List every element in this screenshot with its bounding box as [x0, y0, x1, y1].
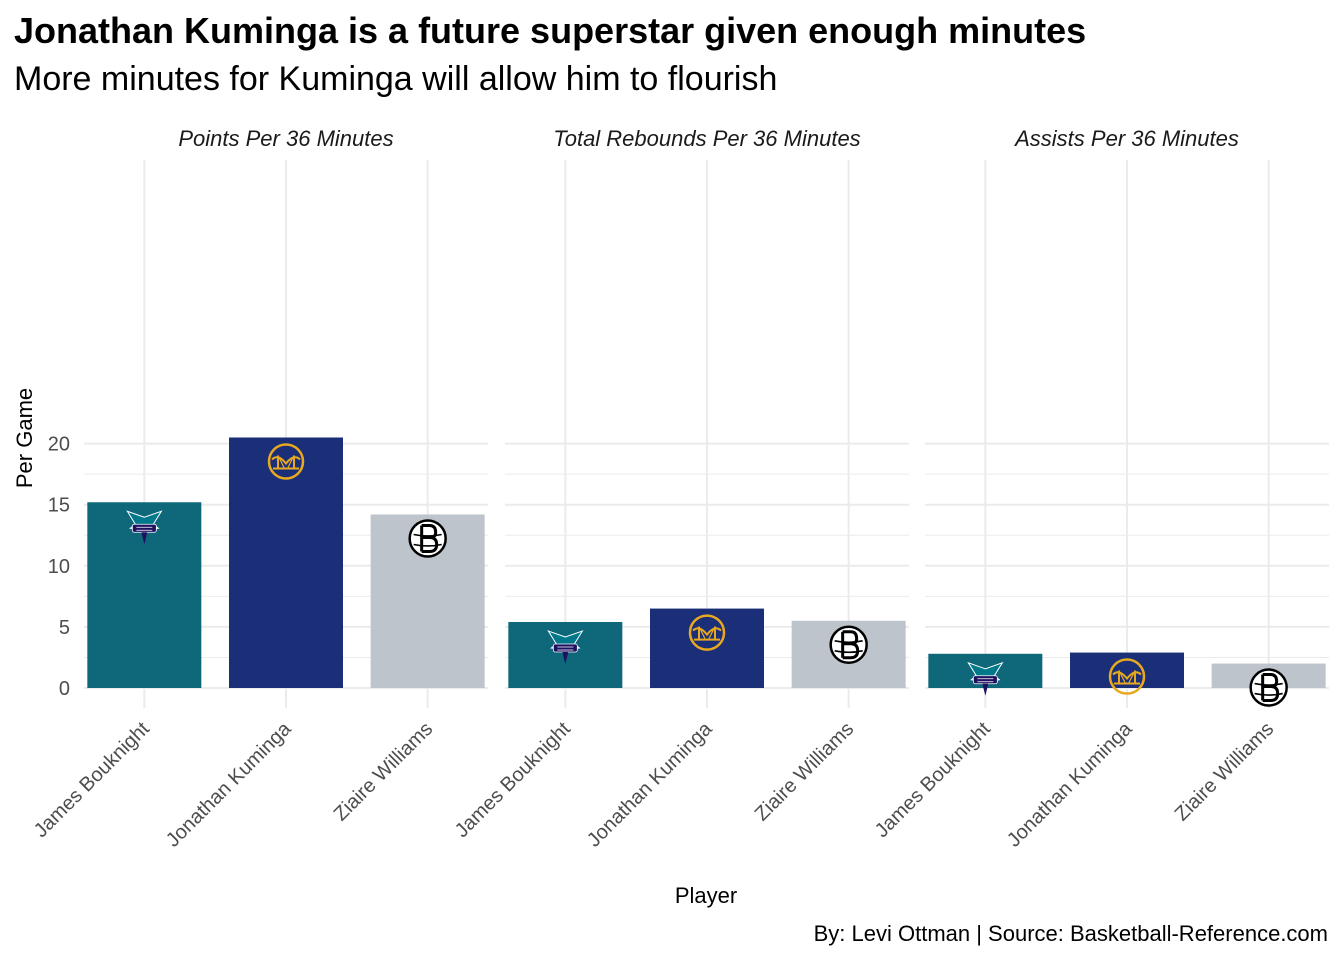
y-tick-label: 5 — [59, 617, 70, 639]
bar — [650, 608, 764, 688]
x-tick-label: Jonathan Kuminga — [583, 717, 717, 851]
x-axis-title: Player — [675, 883, 737, 908]
x-tick-label: James Bouknight — [451, 718, 575, 842]
x-tick-label: Ziaire Williams — [330, 718, 437, 825]
nets-logo — [829, 625, 868, 665]
facet-strip-label: Total Rebounds Per 36 Minutes — [553, 126, 860, 151]
warriors-logo — [267, 443, 305, 480]
nets-logo — [1249, 668, 1288, 707]
y-axis-title: Per Game — [12, 388, 37, 488]
y-tick-label: 0 — [59, 678, 70, 700]
x-tick-label: Jonathan Kuminga — [162, 717, 296, 851]
x-tick-label: James Bouknight — [871, 718, 995, 842]
hornets-logo — [967, 661, 1004, 696]
facet-strip-label: Points Per 36 Minutes — [178, 126, 393, 151]
warriors-logo — [688, 614, 726, 651]
facet-panel: Points Per 36 Minutes James Bouknight Jona… — [30, 126, 488, 851]
y-tick-label: 20 — [48, 434, 70, 456]
facet-panel: Total Rebounds Per 36 Minutes James Boukn… — [451, 126, 909, 851]
y-tick-label: 10 — [48, 556, 70, 578]
warriors-logo — [1108, 658, 1146, 695]
x-tick-label: Ziaire Williams — [751, 718, 858, 825]
x-tick-label: Ziaire Williams — [1171, 718, 1278, 825]
bar — [229, 437, 343, 688]
chart-subtitle: More minutes for Kuminga will allow him … — [14, 60, 778, 98]
hornets-logo — [126, 510, 163, 545]
facet-strip-label: Assists Per 36 Minutes — [1013, 126, 1239, 151]
chart-title: Jonathan Kuminga is a future superstar g… — [14, 10, 1087, 51]
chart-caption: By: Levi Ottman | Source: Basketball-Ref… — [813, 921, 1328, 946]
nets-logo — [408, 519, 447, 558]
y-tick-label: 15 — [48, 495, 70, 517]
x-tick-label: Jonathan Kuminga — [1003, 717, 1137, 851]
x-tick-label: James Bouknight — [30, 718, 154, 842]
hornets-logo — [547, 630, 584, 665]
facet-panel: Assists Per 36 Minutes James Bouknight Jon… — [871, 126, 1329, 851]
